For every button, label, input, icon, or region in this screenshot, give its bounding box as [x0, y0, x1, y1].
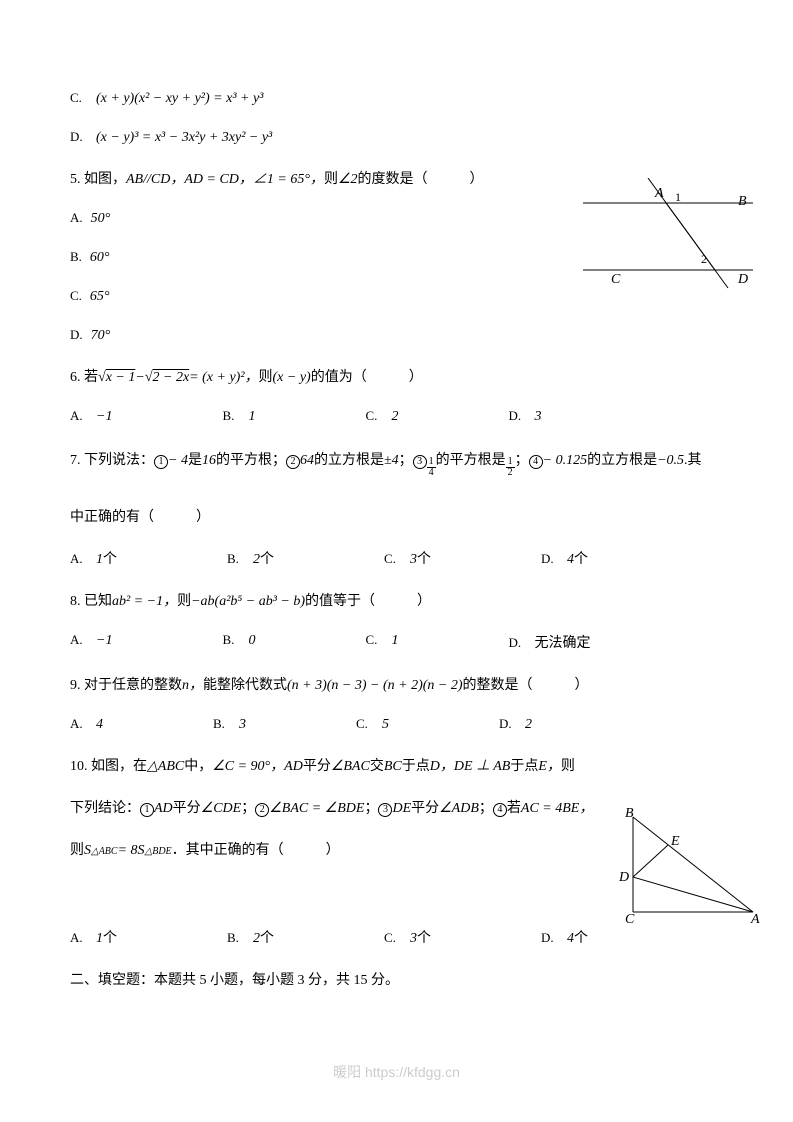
q5-math2: ∠2: [338, 171, 358, 188]
q10-line2: 下列结论： 1 AD平分∠CDE； 2 ∠BAC = ∠BDE； 3 DE平分∠…: [70, 797, 600, 817]
q8-options: A.−1 B.0 C.1 D.无法确定: [70, 632, 723, 652]
q10-figure: B E D C A: [623, 812, 763, 922]
q9-opt-b: B.3: [213, 716, 246, 733]
q10-opt-d: D.4个: [541, 927, 588, 947]
q9-opt-d: D.2: [499, 716, 532, 733]
q5-pt-b: B: [738, 194, 747, 210]
q10-pt-d: D: [619, 870, 629, 886]
q5-figure: A B C D 1 2: [583, 178, 753, 293]
section-2-heading: 二、填空题：本题共 5 小题，每小题 3 分，共 15 分。: [70, 969, 723, 989]
circled-1: 1: [140, 803, 154, 817]
q10-options: A.1个 B.2个 C.3个 D.4个: [70, 927, 723, 947]
q9-opt-c: C.5: [356, 716, 389, 733]
q5-prefix: 5. 如图，: [70, 168, 126, 188]
q6-options: A.−1 B.1 C.2 D.3: [70, 408, 723, 425]
q10-opt-c: C.3个: [384, 927, 431, 947]
circled-3: 3: [413, 455, 427, 469]
q10-pt-c: C: [625, 912, 634, 928]
circled-4: 4: [529, 455, 543, 469]
circled-3: 3: [378, 803, 392, 817]
q6-prefix: 6. 若: [70, 366, 98, 386]
q9-opt-a: A.4: [70, 716, 103, 733]
q6-opt-c: C.2: [365, 408, 398, 425]
q7-stem-line2: 中正确的有（ ）: [70, 506, 723, 526]
q8-opt-a: A.−1: [70, 632, 112, 652]
q6-opt-d: D.3: [508, 408, 541, 425]
option-c-row: C. (x + y)(x² − xy + y²) = x³ + y³: [70, 90, 723, 107]
option-d-row: D. (x − y)³ = x³ − 3x²y + 3xy² − y³: [70, 129, 723, 146]
q7-opt-b: B.2个: [227, 548, 274, 568]
q9-stem: 9. 对于任意的整数 n， 能整除代数式 (n + 3)(n − 3) − (n…: [70, 674, 723, 694]
q6-stem: 6. 若 √x − 1 − √2 − 2x = (x + y)²， 则 (x −…: [70, 366, 723, 386]
q7-opt-c: C.3个: [384, 548, 431, 568]
frac-1-2: 12: [506, 457, 515, 478]
watermark: 暖阳 https://kfdgg.cn: [0, 1062, 793, 1082]
q7-stem: 7. 下列说法： 1 − 4是16的平方根； 2 64的立方根是±4； 3 14…: [70, 447, 723, 478]
q7-options: A.1个 B.2个 C.3个 D.4个: [70, 548, 723, 568]
q6-mid: 则: [259, 366, 273, 386]
option-label: D.: [70, 129, 88, 145]
circled-1: 1: [154, 455, 168, 469]
q5-pt-d: D: [738, 272, 748, 288]
q6-opt-a: A.−1: [70, 408, 112, 425]
q7-opt-d: D.4个: [541, 548, 588, 568]
q10-pt-e: E: [671, 834, 680, 850]
circled-2: 2: [255, 803, 269, 817]
q5-mid: 则: [324, 168, 338, 188]
q5-pt-c: C: [611, 272, 620, 288]
q10-pt-b: B: [625, 806, 634, 822]
q9-options: A.4 B.3 C.5 D.2: [70, 716, 723, 733]
q8-opt-b: B.0: [222, 632, 255, 652]
q8-opt-d: D.无法确定: [508, 632, 590, 652]
q5-suffix: 的度数是（ ）: [358, 168, 484, 188]
option-math: (x − y)³ = x³ − 3x²y + 3xy² − y³: [96, 130, 272, 146]
q5-pt-a: A: [655, 186, 664, 202]
q6-suffix: 的值为（ ）: [311, 366, 423, 386]
q5-ang1: 1: [675, 190, 681, 205]
circled-4: 4: [493, 803, 507, 817]
circled-2: 2: [286, 455, 300, 469]
q6-sqrt1: √x − 1: [98, 370, 135, 386]
q5-opt-d: D.70°: [70, 327, 723, 344]
frac-1-4: 14: [427, 457, 436, 478]
q7-opt-a: A.1个: [70, 548, 117, 568]
q6-opt-b: B.1: [222, 408, 255, 425]
q10-line1: 10. 如图，在 △ABC 中， ∠C = 90°，AD 平分 ∠BAC 交 B…: [70, 755, 600, 775]
q8-opt-c: C.1: [365, 632, 398, 652]
q8-stem: 8. 已知 ab² = −1， 则 −ab(a²b⁵ − ab³ − b) 的值…: [70, 590, 723, 610]
option-math: (x + y)(x² − xy + y²) = x³ + y³: [96, 91, 263, 107]
option-label: C.: [70, 90, 88, 106]
q10-opt-b: B.2个: [227, 927, 274, 947]
q6-sqrt2: √2 − 2x: [145, 370, 189, 386]
q6-math2: (x − y): [273, 370, 311, 386]
q10-pt-a: A: [751, 912, 760, 928]
q10-opt-a: A.1个: [70, 927, 117, 947]
q5-ang2: 2: [701, 252, 707, 267]
q5-math1: AB//CD，AD = CD，∠1 = 65°，: [126, 168, 324, 188]
